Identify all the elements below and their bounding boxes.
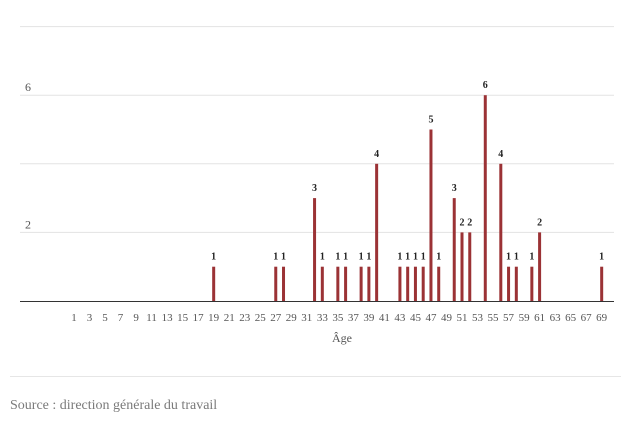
x-tick-label: 45 <box>410 312 422 324</box>
chart: 2 6 1 1 1 3 1 1 1 1 1 4 1 1 1 1 5 1 3 2 2 6 4 1 1 1 2 1 1 3 5 7 9 11 13 15 1… <box>20 26 614 345</box>
y-tick-label: 6 <box>25 80 31 94</box>
data-label: 2 <box>460 217 465 228</box>
bar <box>398 266 402 301</box>
y-tick-label: 2 <box>25 217 31 231</box>
bar <box>507 266 511 301</box>
data-label: 5 <box>428 115 433 126</box>
bar <box>212 266 216 301</box>
data-label: 3 <box>452 183 457 194</box>
data-label: 1 <box>343 252 348 263</box>
data-label: 6 <box>483 80 488 91</box>
data-label: 2 <box>467 217 472 228</box>
bar <box>468 232 472 301</box>
x-tick-label: 31 <box>301 312 312 324</box>
data-label: 1 <box>320 252 325 263</box>
x-tick-label: 15 <box>177 312 189 324</box>
data-label: 1 <box>281 252 286 263</box>
x-tick-label: 7 <box>118 312 124 324</box>
data-label: 1 <box>405 252 410 263</box>
x-tick-label: 37 <box>348 312 360 324</box>
bar <box>460 232 464 301</box>
x-axis-title: Âge <box>332 331 352 345</box>
x-tick-label: 67 <box>581 312 593 324</box>
bar <box>344 266 348 301</box>
x-tick-label: 27 <box>270 312 282 324</box>
x-tick-label: 65 <box>565 312 577 324</box>
data-label: 1 <box>366 252 371 263</box>
bar <box>429 129 433 301</box>
x-tick-label: 55 <box>488 312 500 324</box>
x-tick-label: 49 <box>441 312 453 324</box>
x-tick-label: 3 <box>87 312 93 324</box>
x-tick-label: 1 <box>71 312 77 324</box>
data-label: 1 <box>599 252 604 263</box>
data-label: 4 <box>374 149 379 160</box>
x-tick-label: 23 <box>239 312 251 324</box>
bar <box>320 266 324 301</box>
x-tick-label: 17 <box>193 312 205 324</box>
data-label: 1 <box>359 252 364 263</box>
bar <box>406 266 410 301</box>
x-tick-label: 63 <box>550 312 562 324</box>
bar <box>499 163 503 301</box>
bar <box>421 266 425 301</box>
x-tick-label: 51 <box>457 312 468 324</box>
x-tick-label: 13 <box>162 312 174 324</box>
bar <box>452 198 456 301</box>
x-tick-label: 11 <box>146 312 157 324</box>
data-label: 1 <box>335 252 340 263</box>
data-label: 1 <box>421 252 426 263</box>
data-label: 1 <box>397 252 402 263</box>
data-label: 1 <box>211 252 216 263</box>
bar <box>375 163 379 301</box>
data-label: 1 <box>506 252 511 263</box>
bar <box>530 266 534 301</box>
x-tick-label: 21 <box>224 312 235 324</box>
data-label: 2 <box>537 217 542 228</box>
x-tick-label: 59 <box>519 312 531 324</box>
bar <box>367 266 371 301</box>
x-tick-label: 5 <box>102 312 108 324</box>
x-tick-label: 9 <box>133 312 139 324</box>
x-tick-label: 43 <box>394 312 406 324</box>
x-tick-label: 35 <box>332 312 344 324</box>
divider <box>10 376 621 377</box>
x-tick-label: 33 <box>317 312 329 324</box>
bar <box>514 266 518 301</box>
x-tick-label: 19 <box>208 312 220 324</box>
x-tick-label: 57 <box>503 312 515 324</box>
x-tick-label: 41 <box>379 312 390 324</box>
x-tick-label: 39 <box>363 312 375 324</box>
data-label: 1 <box>514 252 519 263</box>
x-tick-label: 47 <box>425 312 437 324</box>
data-label: 1 <box>273 252 278 263</box>
x-tick-label: 53 <box>472 312 484 324</box>
bar <box>336 266 340 301</box>
bar <box>282 266 286 301</box>
x-tick-label: 29 <box>286 312 298 324</box>
data-label: 1 <box>436 252 441 263</box>
data-label: 1 <box>529 252 534 263</box>
x-tick-label: 25 <box>255 312 267 324</box>
data-label: 1 <box>413 252 418 263</box>
source-note: Source : direction générale du travail <box>10 398 218 413</box>
bar <box>313 198 317 301</box>
bar <box>413 266 417 301</box>
bar <box>483 95 487 301</box>
bar <box>274 266 278 301</box>
data-label: 4 <box>498 149 503 160</box>
data-label: 3 <box>312 183 317 194</box>
x-tick-label: 69 <box>596 312 608 324</box>
x-tick-label: 61 <box>534 312 545 324</box>
bar <box>359 266 363 301</box>
bar <box>437 266 441 301</box>
bar <box>538 232 542 301</box>
bar <box>600 266 604 301</box>
